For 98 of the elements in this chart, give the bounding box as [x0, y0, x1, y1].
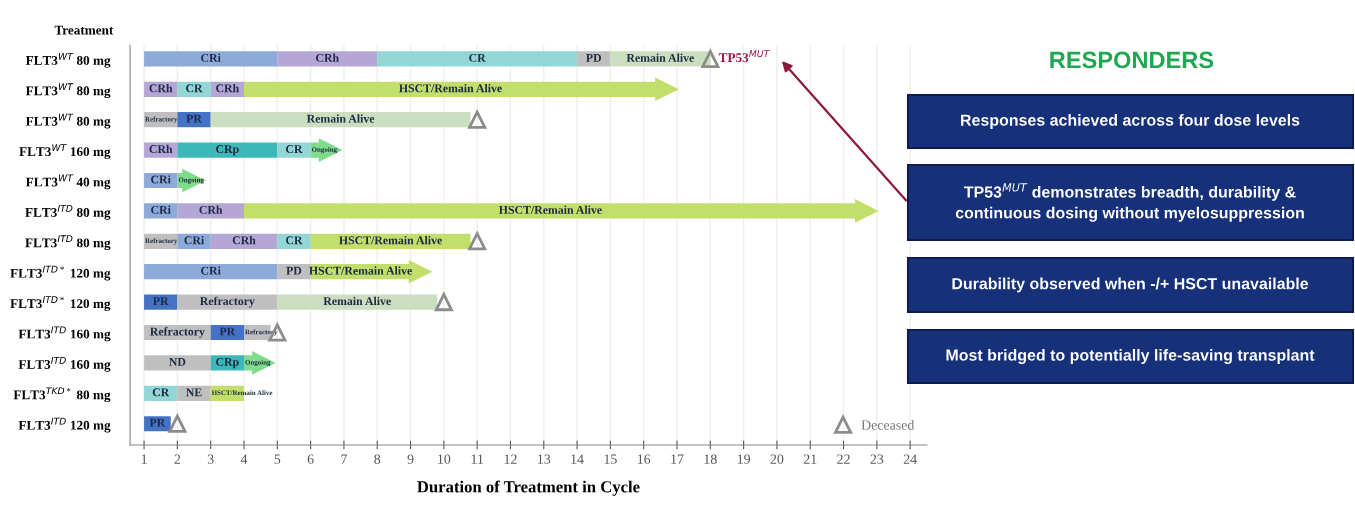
text: RESPONDERS — [1050, 51, 1214, 69]
x-tick-label: 10 — [438, 454, 451, 464]
x-tick-label: 22 — [837, 454, 850, 464]
x-tick-label: 5 — [274, 454, 281, 464]
annotation: TP53$^{MUT}$ — [718, 50, 770, 63]
data-label: PR — [219, 327, 236, 336]
text: TP53$^{MUT}$ demonstrates breadth, durability & continuous dosing without myelosuppression — [955, 183, 1304, 222]
data-label: HSCT/Remain Alive — [498, 205, 602, 214]
x-tick-label: 13 — [538, 454, 551, 464]
data-label: CRp — [216, 357, 239, 369]
data-label: CRp — [216, 145, 239, 156]
bar — [177, 385, 211, 401]
data-label: Refractory — [150, 327, 205, 338]
x-tick-label: 19 — [737, 454, 750, 464]
y-tick-label: FLT3$^{ITD}$ 160 mg — [18, 326, 111, 342]
data-label: CR — [186, 84, 203, 93]
x-axis-title: Duration of Treatment in Cycle — [417, 480, 640, 496]
x-tick-label: 12 — [504, 454, 517, 464]
point — [434, 293, 453, 312]
x-tick-label: 23 — [870, 454, 884, 464]
data-label: PR — [186, 114, 202, 123]
x-tick-label: 18 — [704, 454, 717, 464]
data-label: CRi — [151, 175, 171, 184]
data-label: CRi — [184, 235, 205, 245]
x-tick-label: 9 — [407, 454, 414, 464]
data-label: CRh — [232, 235, 256, 245]
data-label: CRh — [149, 83, 173, 93]
data-label: CRi — [151, 205, 171, 214]
data-label: Refractory — [200, 296, 255, 308]
data-label: PD — [286, 266, 302, 275]
data-label: Remain Alive — [323, 296, 391, 306]
x-tick-label: 16 — [637, 454, 651, 464]
data-label: HSCT/Remain Alive — [339, 235, 442, 245]
data-label: CRi — [201, 53, 221, 62]
data-label: Remain Alive — [626, 53, 694, 62]
point — [701, 49, 720, 68]
x-tick-label: 14 — [571, 454, 584, 464]
y-tick-label: FLT3$^{ITD*}$ 120 mg — [10, 296, 111, 311]
y-tick-label: FLT3$^{ITD*}$ 120 mg — [10, 265, 111, 281]
data-label: PD — [586, 54, 602, 62]
data-label: CR — [286, 145, 303, 154]
x-tick-label: 6 — [307, 454, 314, 464]
bar — [277, 51, 378, 67]
x-tick-label: 8 — [374, 454, 381, 464]
point — [855, 199, 879, 223]
x-tick-label: 20 — [770, 454, 784, 464]
text: Durability observed when -/+ HSCT unavailable — [952, 277, 1309, 293]
y-tick-label: FLT3$^{WT}$ 160 mg — [19, 144, 111, 159]
data-label: CR — [152, 388, 170, 397]
y-tick-label: FLT3$^{ITD}$ 120 mg — [18, 417, 111, 433]
x-tick-label: 4 — [240, 454, 248, 464]
data-label: CR — [469, 53, 486, 62]
bar — [277, 233, 311, 249]
x-tick-label: 11 — [471, 454, 484, 464]
point — [168, 414, 187, 433]
data-label: ND — [169, 358, 186, 366]
y-tick-label: FLT3$^{ITD}$ 160 mg — [18, 356, 111, 372]
data-label: CRh — [316, 53, 339, 62]
point — [468, 110, 487, 129]
y-axis-title: Treatment — [54, 25, 114, 35]
data-label: CR — [286, 236, 303, 245]
bar — [210, 233, 278, 249]
data-label: PR — [149, 418, 166, 427]
data-label: Remain Alive — [306, 114, 375, 123]
y-tick-label: FLT3$^{ITD}$ 80 mg — [25, 235, 111, 251]
x-tick-label: 17 — [671, 454, 684, 464]
y-tick-label: FLT3$^{WT}$ 40 mg — [25, 174, 111, 190]
bar — [177, 142, 278, 158]
text: Responses achieved across four dose levels — [961, 114, 1300, 129]
x-tick-label: 15 — [604, 454, 617, 464]
x-tick-label: 2 — [174, 454, 181, 464]
bar — [144, 264, 278, 280]
x-tick-label: 24 — [903, 454, 917, 464]
data-label: NE — [186, 388, 202, 397]
data-label: PR — [153, 297, 169, 305]
y-tick-label: FLT3$^{ITD}$ 80 mg — [25, 204, 111, 220]
y-tick-label: FLT3$^{TKD*}$ 80 mg — [13, 387, 111, 403]
data-label: CRi — [201, 266, 221, 275]
bar — [144, 203, 178, 219]
x-tick-label: 3 — [207, 454, 214, 464]
legend-label: Deceased — [861, 419, 915, 430]
bar — [144, 51, 278, 67]
y-tick-label: FLT3$^{WT}$ 80 mg — [25, 113, 111, 129]
data-label: HSCT/Remain Alive — [399, 83, 502, 93]
data-label: CRh — [216, 83, 239, 93]
text: Most bridged to potentially life-saving transplant — [946, 349, 1315, 364]
bar — [177, 112, 211, 128]
data-label: HSCT/Remain Alive — [309, 266, 412, 275]
point — [468, 232, 487, 251]
bar — [177, 203, 244, 219]
data-label: CRh — [199, 205, 223, 214]
x-tick-label: 7 — [341, 454, 347, 464]
y-tick-label: FLT3$^{WT}$ 80 mg — [25, 83, 111, 99]
data-label: CRh — [149, 144, 173, 154]
point — [655, 77, 679, 102]
y-tick-label: FLT3$^{WT}$ 80 mg — [25, 52, 111, 68]
x-tick-label: 21 — [803, 454, 817, 464]
x-tick-label: 1 — [141, 454, 147, 464]
